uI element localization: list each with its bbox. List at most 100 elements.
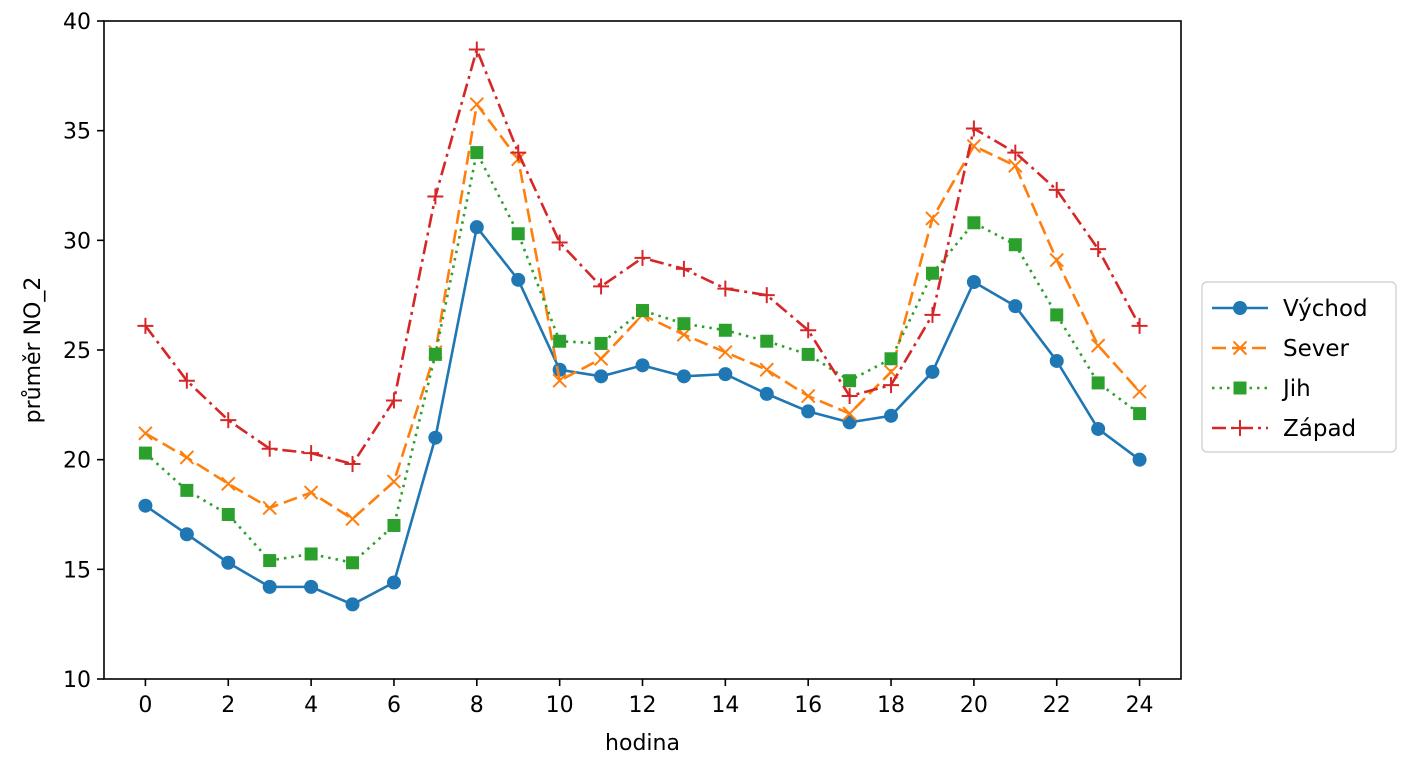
data-point <box>261 440 278 457</box>
data-point <box>924 306 941 323</box>
y-tick-label: 30 <box>63 229 91 254</box>
y-tick-label: 10 <box>63 668 91 693</box>
data-point <box>344 456 361 473</box>
x-tick-label: 6 <box>387 693 401 718</box>
data-point <box>179 527 194 542</box>
data-point <box>1091 421 1106 436</box>
data-point <box>718 323 732 337</box>
data-point <box>346 556 360 570</box>
data-point <box>842 415 857 430</box>
data-point <box>262 579 277 594</box>
series-1 <box>138 220 1147 612</box>
data-point <box>551 234 568 251</box>
data-point <box>801 347 815 361</box>
data-point <box>1048 181 1065 198</box>
data-point <box>511 272 526 287</box>
legend-box <box>1201 281 1397 453</box>
data-point <box>925 364 940 379</box>
data-point <box>180 483 194 497</box>
data-point <box>263 554 277 568</box>
data-point <box>760 334 774 348</box>
data-point <box>800 388 816 404</box>
legend-marker <box>1233 301 1247 315</box>
data-point <box>675 260 692 277</box>
data-point <box>966 275 981 290</box>
data-point <box>594 336 608 350</box>
y-tick-label: 20 <box>63 449 91 474</box>
data-point <box>1090 241 1107 258</box>
data-point <box>677 317 691 331</box>
legend-label: Jih <box>1281 376 1311 402</box>
data-point <box>843 374 857 388</box>
data-point <box>303 445 320 462</box>
data-point <box>1007 144 1024 161</box>
data-point <box>470 146 484 160</box>
data-point <box>1049 353 1064 368</box>
data-point <box>801 404 816 419</box>
data-point <box>1050 308 1064 322</box>
legend-item: Jih <box>1212 376 1311 402</box>
y-tick-label: 40 <box>63 10 91 35</box>
data-point <box>178 372 195 389</box>
data-point <box>428 430 443 445</box>
data-point <box>1091 376 1105 390</box>
x-tick-label: 16 <box>794 693 822 718</box>
data-point <box>303 485 319 500</box>
data-point <box>1090 338 1106 353</box>
data-point <box>842 406 857 421</box>
legend-label: Východ <box>1283 296 1368 322</box>
data-point <box>552 373 567 388</box>
data-point <box>221 508 235 521</box>
data-point <box>1049 252 1064 268</box>
data-point <box>636 304 649 318</box>
data-point <box>304 579 319 594</box>
data-point <box>1008 158 1023 173</box>
data-point <box>221 555 236 570</box>
data-point <box>676 369 691 384</box>
data-point <box>469 97 485 112</box>
data-point <box>385 392 402 409</box>
data-point <box>884 352 898 366</box>
data-point <box>221 476 236 492</box>
data-point <box>1008 299 1023 314</box>
data-point <box>138 446 152 460</box>
data-point <box>718 344 733 360</box>
data-point <box>717 280 734 297</box>
data-point <box>884 408 899 423</box>
x-tick-label: 22 <box>1043 693 1071 718</box>
data-point <box>469 220 484 235</box>
data-point <box>594 369 609 384</box>
data-point <box>138 498 153 513</box>
data-point <box>593 278 610 295</box>
data-point <box>511 227 525 241</box>
x-axis-label: hodina <box>605 731 680 756</box>
data-point <box>345 597 360 612</box>
y-axis-label: průměr NO_2 <box>21 277 46 424</box>
series-layer <box>137 41 1148 612</box>
data-point <box>883 377 900 394</box>
x-tick-label: 0 <box>138 693 152 718</box>
x-axis: 0 2 4 6 8 10 12 14 16 18 20 22 24 <box>138 679 1154 718</box>
x-tick-label: 14 <box>711 693 739 718</box>
data-point <box>1131 317 1148 334</box>
data-point <box>758 287 775 304</box>
data-point <box>925 266 939 280</box>
y-axis: 10 15 20 25 30 35 40 <box>63 10 104 693</box>
y-tick-label: 15 <box>63 558 91 583</box>
data-point <box>345 511 360 527</box>
data-point <box>841 388 858 405</box>
x-tick-label: 4 <box>304 693 318 718</box>
data-point <box>635 358 650 373</box>
data-point <box>220 412 237 429</box>
plot-area <box>104 21 1181 679</box>
data-point <box>137 317 154 334</box>
data-point <box>386 474 402 489</box>
data-point <box>262 500 277 516</box>
data-point <box>428 347 442 361</box>
y-tick-label: 25 <box>63 339 91 364</box>
data-point <box>759 362 774 377</box>
data-point <box>967 216 981 230</box>
data-point <box>387 518 401 532</box>
data-point <box>965 120 982 137</box>
